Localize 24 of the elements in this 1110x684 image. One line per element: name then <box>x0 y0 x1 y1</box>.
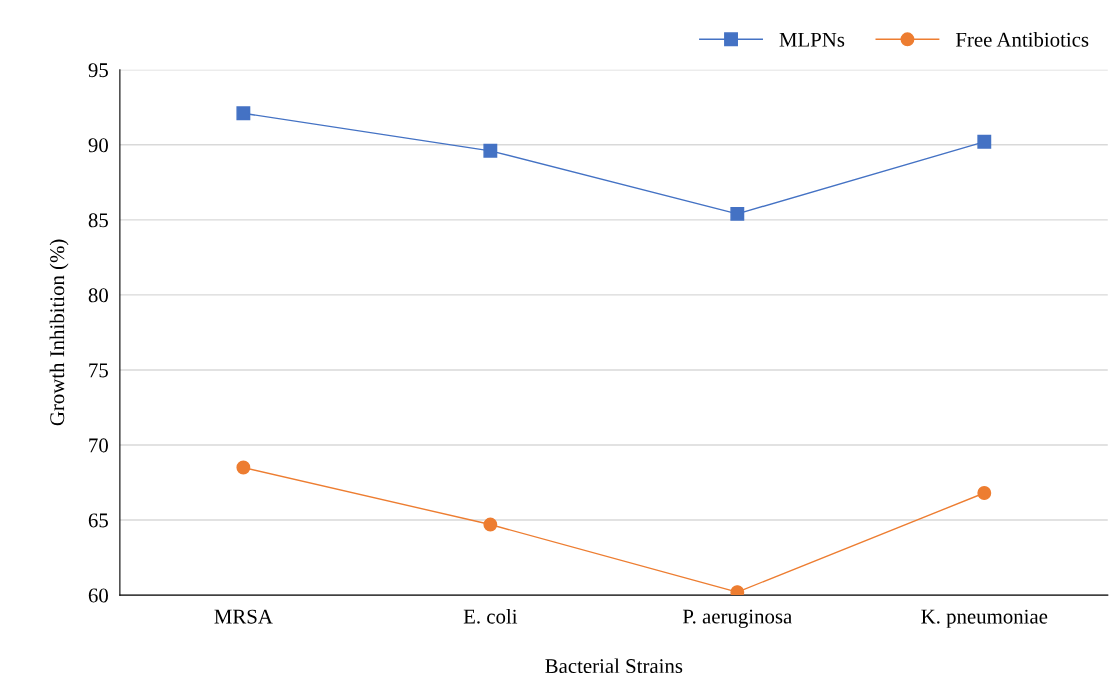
y-axis-title: Growth Inhibition (%) <box>49 239 69 426</box>
point <box>977 134 992 149</box>
y-tick-label: 70 <box>89 438 108 453</box>
point <box>483 517 498 532</box>
y-tick-label: 75 <box>89 363 108 378</box>
y-tick-label: 85 <box>88 213 108 228</box>
legend-label: Free Antibiotics <box>955 32 1089 47</box>
point <box>977 486 992 500</box>
x-tick-label: E. coli <box>463 608 518 624</box>
x-tick-label: P. aeruginosa <box>682 609 792 628</box>
y-tick-label: 90 <box>88 138 108 153</box>
legend-label: MLPNs <box>779 32 845 47</box>
x-axis-title: Bacterial Strains <box>545 658 683 674</box>
y-tick-label: 80 <box>88 288 108 303</box>
y-tick-label: 60 <box>88 588 108 603</box>
y-tick-label: 65 <box>88 513 108 528</box>
x-tick-label: MRSA <box>214 609 273 624</box>
point <box>730 206 745 221</box>
point <box>483 143 498 158</box>
y-tick-label: 95 <box>88 63 108 78</box>
point <box>730 585 745 596</box>
point <box>236 106 251 121</box>
x-tick-label: K. pneumoniae <box>921 609 1048 628</box>
point <box>236 460 251 475</box>
